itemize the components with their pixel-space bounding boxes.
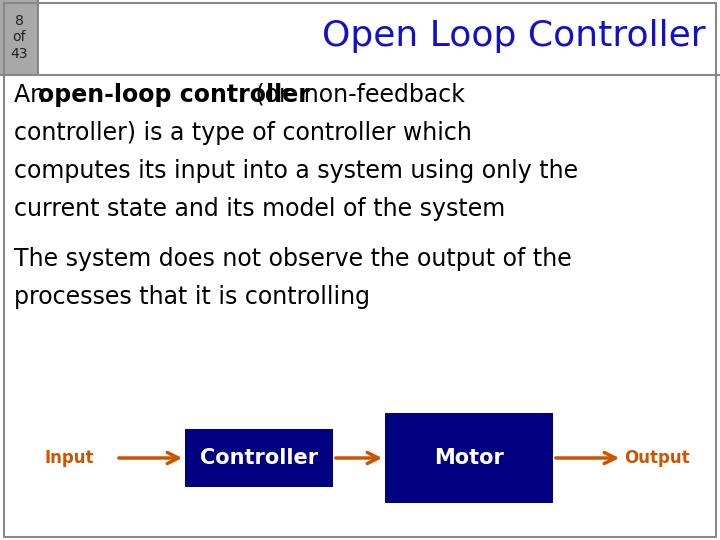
Text: current state and its model of the system: current state and its model of the syste… bbox=[14, 197, 505, 220]
Text: computes its input into a system using only the: computes its input into a system using o… bbox=[14, 159, 578, 183]
Text: controller) is a type of controller which: controller) is a type of controller whic… bbox=[14, 120, 472, 145]
Text: Motor: Motor bbox=[434, 448, 504, 468]
Text: 8: 8 bbox=[14, 14, 24, 28]
Text: Open Loop Controller: Open Loop Controller bbox=[322, 19, 706, 53]
Text: Controller: Controller bbox=[200, 448, 318, 468]
Text: open-loop controller: open-loop controller bbox=[38, 83, 310, 106]
Bar bbox=[0, 0, 38, 75]
Text: 43: 43 bbox=[10, 46, 28, 60]
Text: of: of bbox=[12, 30, 26, 44]
Bar bbox=[385, 413, 553, 503]
Bar bbox=[185, 429, 333, 487]
Text: Output: Output bbox=[624, 449, 690, 467]
Text: (or  non-feedback: (or non-feedback bbox=[248, 83, 465, 106]
Text: processes that it is controlling: processes that it is controlling bbox=[14, 285, 370, 308]
Text: The system does not observe the output of the: The system does not observe the output o… bbox=[14, 247, 572, 271]
Text: Input: Input bbox=[45, 449, 94, 467]
Text: An: An bbox=[14, 83, 53, 106]
